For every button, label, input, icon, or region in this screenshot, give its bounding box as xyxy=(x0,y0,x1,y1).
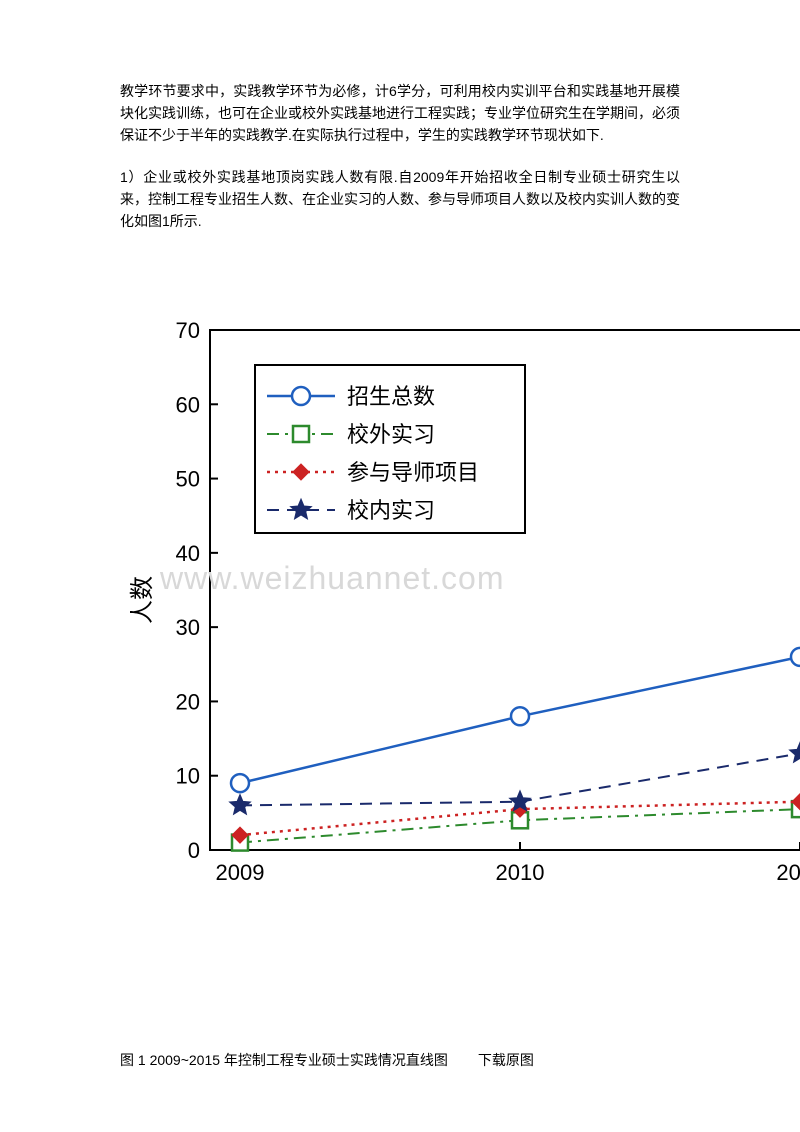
svg-text:30: 30 xyxy=(176,615,200,640)
svg-text:参与导师项目: 参与导师项目 xyxy=(347,460,479,485)
svg-text:招生总数: 招生总数 xyxy=(347,384,435,409)
svg-text:2009: 2009 xyxy=(216,860,265,885)
svg-text:10: 10 xyxy=(176,764,200,789)
svg-text:校内实习: 校内实习 xyxy=(347,498,435,523)
paragraph-1: 教学环节要求中，实践教学环节为必修，计6学分，可利用校内实训平台和实践基地开展模… xyxy=(120,80,680,146)
svg-text:60: 60 xyxy=(176,392,200,417)
svg-text:2011: 2011 xyxy=(776,860,800,885)
svg-text:2010: 2010 xyxy=(496,860,545,885)
svg-text:40: 40 xyxy=(176,541,200,566)
svg-text:人数: 人数 xyxy=(129,576,156,624)
svg-text:70: 70 xyxy=(176,318,200,343)
svg-text:校外实习: 校外实习 xyxy=(347,422,435,447)
paragraph-2: 1）企业或校外实践基地顶岗实践人数有限.自2009年开始招收全日制专业硕士研究生… xyxy=(120,166,680,232)
chart-figure: 0 10 20 30 40 50 60 70 2009 2010 2011 人数 招生总数校外实习参与导… xyxy=(120,310,800,910)
svg-text:0: 0 xyxy=(188,838,200,863)
svg-text:20: 20 xyxy=(176,689,200,714)
download-original-link[interactable]: 下载原图 xyxy=(478,1050,534,1070)
svg-text:50: 50 xyxy=(176,467,200,492)
figure-caption: 图 1 2009~2015 年控制工程专业硕士实践情况直线图 xyxy=(120,1050,448,1070)
